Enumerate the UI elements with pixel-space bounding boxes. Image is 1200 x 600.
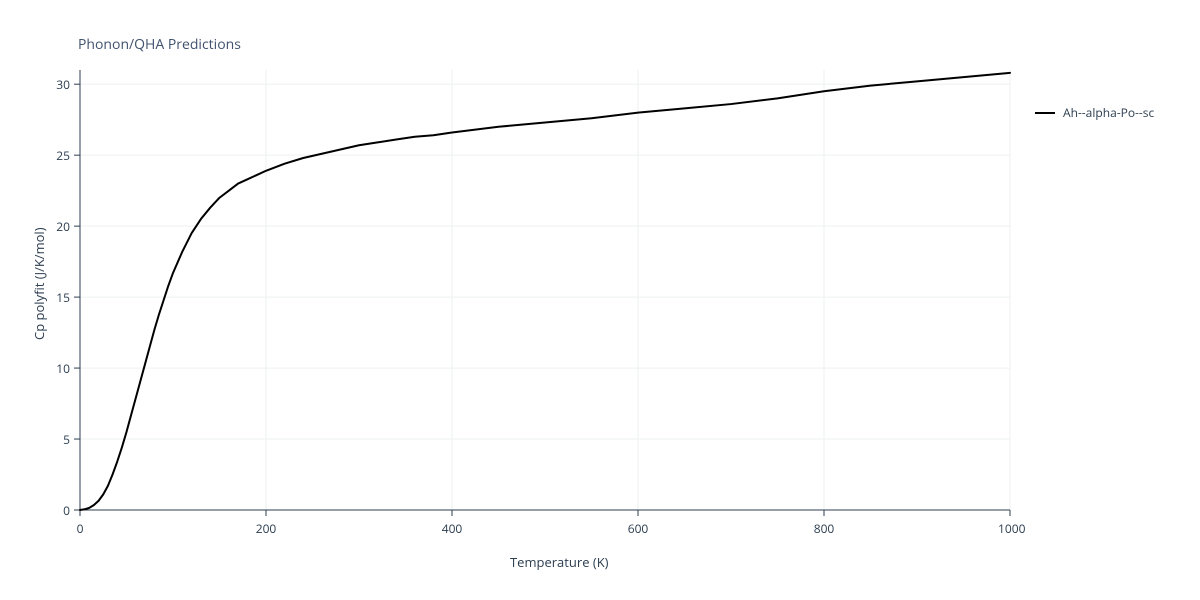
x-axis-label: Temperature (K) bbox=[510, 553, 609, 571]
legend: Ah--alpha-Po--sc bbox=[1035, 104, 1195, 121]
y-tick-label: 25 bbox=[42, 147, 70, 164]
x-tick-label: 1000 bbox=[998, 520, 1022, 537]
x-tick-label: 600 bbox=[626, 520, 650, 537]
x-tick-label: 400 bbox=[440, 520, 464, 537]
x-tick-label: 800 bbox=[812, 520, 836, 537]
plot-area bbox=[0, 0, 1200, 600]
y-tick-label: 20 bbox=[42, 218, 70, 235]
y-axis-label: Cp polyfit (J/K/mol) bbox=[30, 227, 48, 340]
y-tick-label: 10 bbox=[42, 360, 70, 377]
x-tick-label: 200 bbox=[254, 520, 278, 537]
legend-swatch bbox=[1035, 112, 1055, 114]
chart-container: Phonon/QHA Predictions Cp polyfit (J/K/m… bbox=[0, 0, 1200, 600]
y-tick-label: 15 bbox=[42, 289, 70, 306]
y-tick-label: 30 bbox=[42, 76, 70, 93]
legend-item-label: Ah--alpha-Po--sc bbox=[1063, 104, 1154, 121]
y-tick-label: 0 bbox=[42, 502, 70, 519]
y-tick-label: 5 bbox=[42, 431, 70, 448]
x-tick-label: 0 bbox=[68, 520, 92, 537]
chart-title: Phonon/QHA Predictions bbox=[78, 35, 241, 54]
